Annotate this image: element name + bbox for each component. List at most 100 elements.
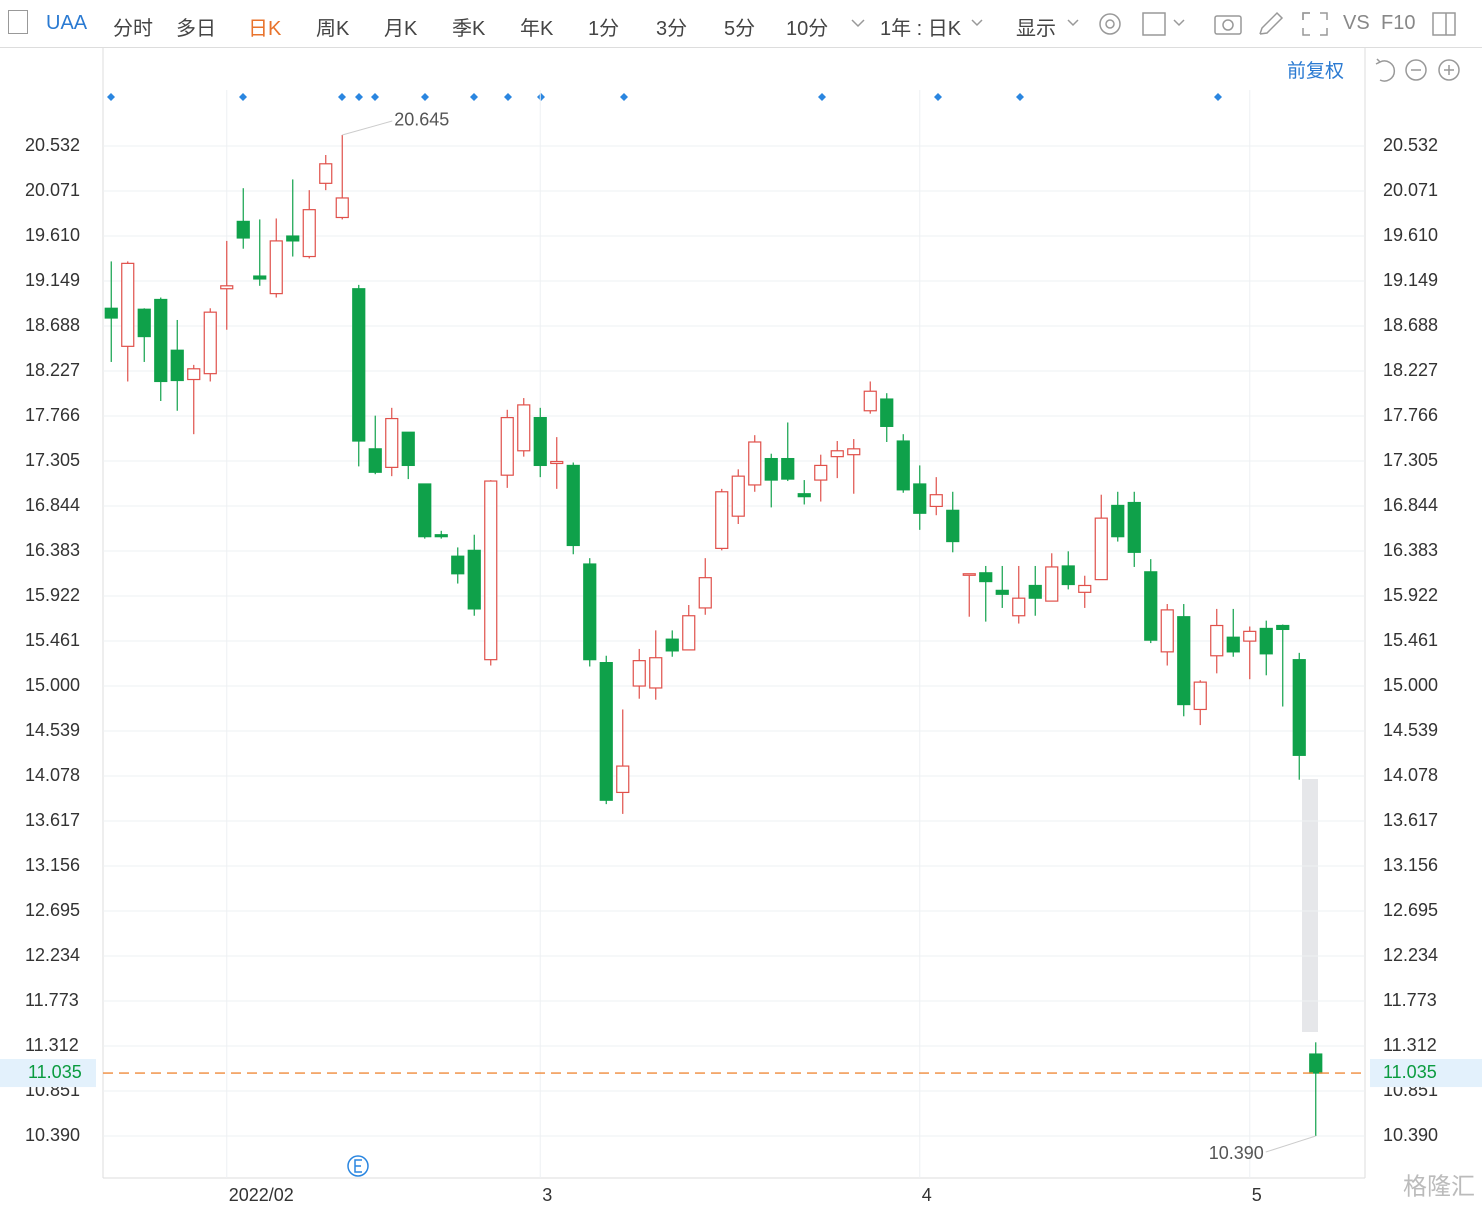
last-price-label-right: 11.035 (1383, 1062, 1437, 1082)
y-tick-label: 17.766 (25, 405, 80, 425)
y-tick-label-right: 17.305 (1383, 450, 1438, 470)
candle-body (550, 460, 564, 465)
display-select[interactable]: 显示 (1016, 18, 1056, 40)
fullscreen-icon[interactable] (1302, 12, 1310, 20)
y-tick-label-right: 15.922 (1383, 585, 1438, 605)
candle-body (649, 657, 663, 689)
candle-body (335, 197, 349, 219)
earnings-icon-circle (347, 1155, 369, 1177)
candle-body (319, 163, 333, 184)
y-tick-label-right: 10.390 (1383, 1125, 1438, 1145)
tab[interactable]: 3分 (656, 18, 688, 40)
tab[interactable]: 日K (248, 18, 282, 40)
tab[interactable]: 10分 (786, 18, 829, 40)
candle-body (1210, 624, 1224, 657)
zoom-in-icon[interactable] (1438, 59, 1460, 81)
f10-button[interactable]: F10 (1381, 12, 1416, 34)
candle-body (1193, 681, 1207, 711)
annotation-leader (342, 120, 393, 136)
candle-body (1028, 584, 1042, 599)
event-marker[interactable] (107, 93, 1222, 101)
undo-icon[interactable] (1375, 58, 1396, 82)
x-tick-label: 2022/02 (229, 1185, 294, 1205)
last-price-label: 11.035 (28, 1062, 82, 1082)
candle-body (104, 307, 118, 319)
tab[interactable]: 5分 (724, 18, 756, 40)
tab[interactable]: 多日 (176, 18, 216, 40)
toolbar-icons (851, 11, 1460, 82)
candle-body (203, 311, 217, 375)
candle-body (1177, 616, 1191, 706)
candle-body (715, 491, 729, 549)
candle-body (830, 450, 844, 458)
chevron[interactable] (1067, 19, 1079, 27)
settings-icon (1105, 19, 1115, 29)
candle-body (467, 549, 481, 610)
zoom-out-icon[interactable] (1405, 59, 1427, 81)
candle-body (1078, 584, 1092, 593)
y-tick-label-right: 12.695 (1383, 900, 1438, 920)
adjust-select[interactable]: 前复权 (1287, 61, 1345, 82)
period-select[interactable]: 1年 : 日K (880, 18, 962, 40)
y-tick-label-right: 13.617 (1383, 810, 1438, 830)
candle-body (962, 573, 976, 576)
candle-body (1094, 517, 1108, 581)
shape-icon[interactable] (1142, 12, 1166, 36)
y-tick-label: 15.922 (25, 585, 80, 605)
y-tick-label: 17.305 (25, 450, 80, 470)
chevron[interactable] (1173, 19, 1185, 27)
candle-body (1144, 571, 1158, 641)
candle-body (929, 494, 943, 508)
tab[interactable]: 分时 (113, 18, 153, 40)
chevron[interactable] (851, 19, 865, 28)
candle-body (1309, 1053, 1323, 1074)
y-tick-label: 13.617 (25, 810, 80, 830)
candle-body (632, 660, 646, 687)
tab[interactable]: 月K (384, 18, 418, 40)
tab[interactable]: 1分 (588, 18, 620, 40)
camera-icon[interactable] (1214, 15, 1242, 35)
candle-body (682, 615, 696, 651)
earnings-icon[interactable] (347, 1155, 369, 1177)
last-price-box (0, 1059, 96, 1088)
candle-body (748, 441, 762, 486)
pencil-icon[interactable] (1259, 11, 1284, 35)
candle-body (781, 457, 795, 480)
panel-toggle[interactable] (8, 10, 28, 34)
y-tick-label-right: 13.156 (1383, 855, 1438, 875)
symbol[interactable]: UAA (46, 12, 88, 34)
chevron[interactable] (971, 19, 983, 27)
candle-body (368, 448, 382, 473)
y-tick-label-right: 14.078 (1383, 765, 1438, 785)
y-tick-label: 12.234 (25, 945, 80, 965)
candle-body (220, 285, 234, 290)
y-tick-label: 18.227 (25, 360, 80, 380)
annotation-leader (1265, 1135, 1316, 1153)
tab[interactable]: 年K (520, 18, 554, 40)
candle-body (814, 464, 828, 481)
tab[interactable]: 周K (316, 18, 350, 40)
candle-body (1045, 566, 1059, 602)
candle-body (566, 464, 580, 547)
candle-body (401, 431, 415, 467)
candle-body (1292, 659, 1306, 756)
y-tick-label: 11.312 (25, 1035, 79, 1055)
settings-icon[interactable] (1099, 13, 1121, 35)
y-tick-label-right: 20.071 (1383, 180, 1438, 200)
y-tick-label: 15.461 (25, 630, 80, 650)
vs-button[interactable]: VS (1343, 12, 1370, 34)
candle-body (517, 404, 531, 452)
fullscreen-icon[interactable] (1302, 12, 1328, 36)
candle-body (863, 390, 877, 412)
x-tick-label: 4 (922, 1185, 932, 1205)
layout-icon[interactable] (1432, 12, 1456, 36)
candle-body (269, 240, 283, 295)
candle-body (616, 765, 630, 794)
camera-icon (1222, 19, 1234, 31)
tab[interactable]: 季K (452, 18, 486, 40)
y-tick-label: 20.071 (25, 180, 80, 200)
y-tick-label-right: 12.234 (1383, 945, 1438, 965)
candle-body (302, 209, 316, 258)
